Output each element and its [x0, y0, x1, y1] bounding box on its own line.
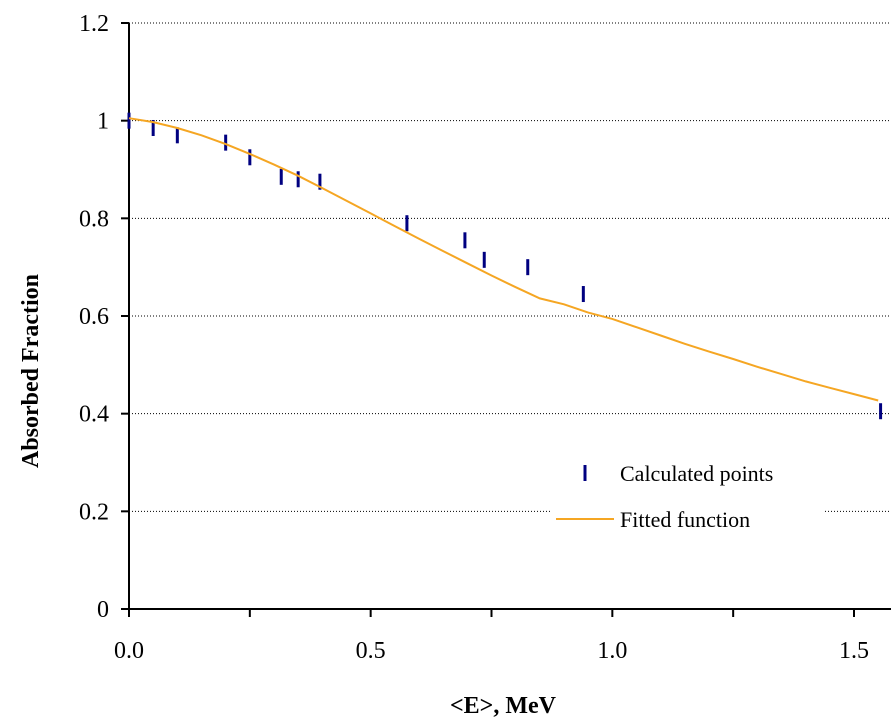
tick-labels: 0 0.2 0.4 0.6 0.8 1 1.2 0.0 0.5 1.0 1.5	[79, 11, 869, 664]
calculated-point	[128, 113, 131, 129]
calculated-point	[176, 127, 179, 143]
calculated-point	[224, 135, 227, 151]
legend-label-calculated-points: Calculated points	[620, 461, 773, 486]
x-tick-label: 1.5	[839, 638, 869, 664]
calculated-point	[280, 169, 283, 185]
fitted-function-line	[129, 118, 878, 400]
x-tick-label: 0.0	[114, 638, 144, 664]
y-tick-label: 0.4	[79, 402, 109, 428]
y-tick-label: 0.8	[79, 206, 109, 232]
y-tick-label: 0.2	[79, 499, 109, 525]
data-series	[128, 113, 883, 420]
calculated-point	[405, 215, 408, 231]
x-axis-title: <E>, MeV	[450, 693, 557, 719]
calculated-point	[297, 171, 300, 187]
calculated-point	[463, 232, 466, 248]
calculated-point	[582, 286, 585, 302]
legend-label-fitted-function: Fitted function	[620, 507, 750, 532]
gridlines	[129, 23, 891, 511]
x-tick-label: 1.0	[597, 638, 627, 664]
calculated-point	[483, 252, 486, 268]
calculated-point	[879, 403, 882, 419]
y-tick-label: 0.6	[79, 304, 109, 330]
y-axis-title: Absorbed Fraction	[18, 274, 44, 468]
x-tick-label: 0.5	[356, 638, 386, 664]
y-tick-label: 1	[97, 109, 109, 135]
calculated-point	[526, 259, 529, 275]
y-tick-label: 1.2	[79, 11, 109, 37]
calculated-point	[248, 149, 251, 165]
y-tick-label: 0	[97, 597, 109, 623]
legend: Calculated points Fitted function	[552, 461, 824, 532]
legend-marker-calculated-points	[584, 465, 587, 481]
